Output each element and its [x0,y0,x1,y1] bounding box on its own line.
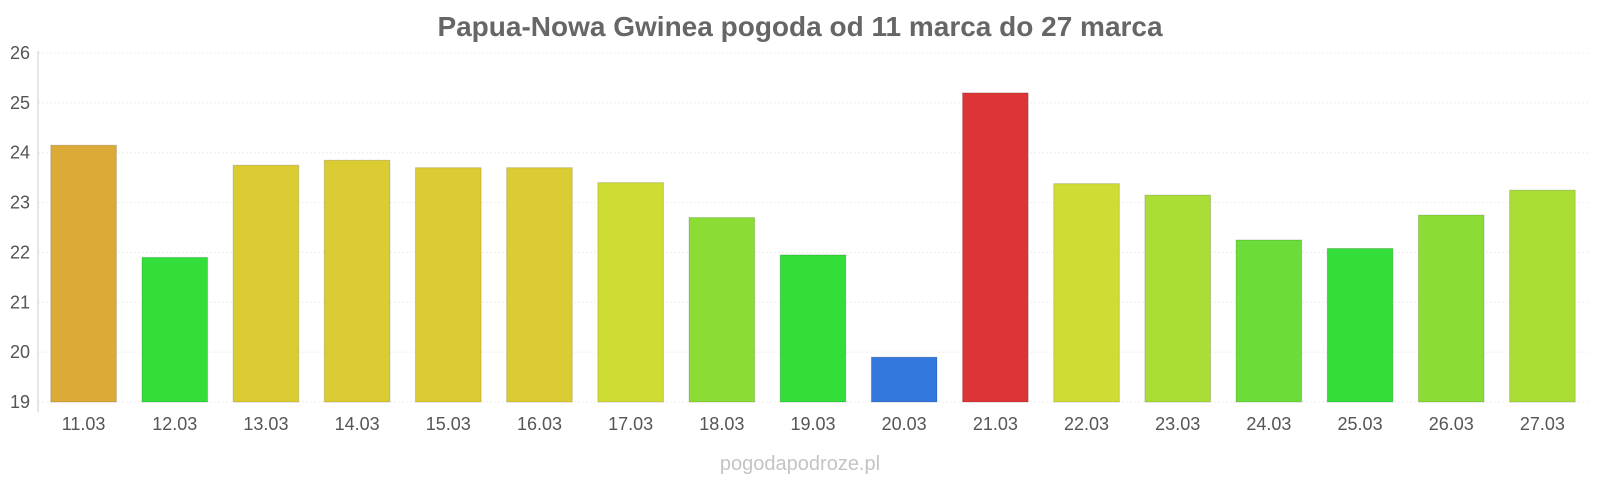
x-tick-label: 13.03 [243,414,288,434]
bar [506,167,573,403]
x-tick-labels: 11.03 12.03 13.03 14.03 15.03 16.03 17.03 18.03… [62,414,1565,434]
bar [597,182,664,403]
x-tick-label: 19.03 [790,414,835,434]
bar [141,256,209,403]
y-tick-label: 21 [10,292,30,312]
y-tick-label: 25 [10,93,30,113]
x-tick-label: 11.03 [62,414,106,434]
x-tick-label: 25.03 [1338,414,1383,434]
bar [323,159,391,403]
y-tick-label: 26 [10,43,30,63]
bar [1509,189,1576,403]
bar [870,356,938,403]
x-tick-label: 12.03 [152,414,197,434]
x-tick-label: 26.03 [1429,414,1474,434]
x-tick-label: 23.03 [1155,414,1200,434]
y-tick-label: 22 [10,242,30,262]
x-tick-label: 15.03 [426,414,471,434]
x-tick-label: 20.03 [882,414,927,434]
x-tick-label: 21.03 [973,414,1018,434]
bar [1235,239,1303,403]
bar [1144,194,1212,403]
x-tick-label: 16.03 [517,414,562,434]
x-tick-label: 18.03 [699,414,744,434]
y-tick-labels: 19 20 21 22 23 24 25 26 [10,43,30,412]
bar [1053,183,1120,403]
y-tick-label: 19 [10,392,30,412]
y-tick-label: 23 [10,193,30,213]
bar [779,254,847,403]
bar [962,92,1029,403]
y-tick-label: 20 [10,342,30,362]
bars [50,92,1576,403]
x-tick-label: 27.03 [1520,414,1565,434]
bar [414,167,482,403]
bar [232,164,300,403]
watermark-text: pogodapodroze.pl [720,453,880,475]
bar [1326,247,1394,403]
bar [1417,214,1485,403]
bar [688,217,756,403]
x-tick-label: 24.03 [1246,414,1291,434]
y-tick-label: 24 [10,143,30,163]
x-tick-label: 22.03 [1064,414,1109,434]
x-tick-label: 17.03 [608,414,653,434]
bar [50,144,117,403]
x-tick-label: 14.03 [335,414,380,434]
chart-title: Papua-Nowa Gwinea pogoda od 11 marca do … [437,11,1163,42]
